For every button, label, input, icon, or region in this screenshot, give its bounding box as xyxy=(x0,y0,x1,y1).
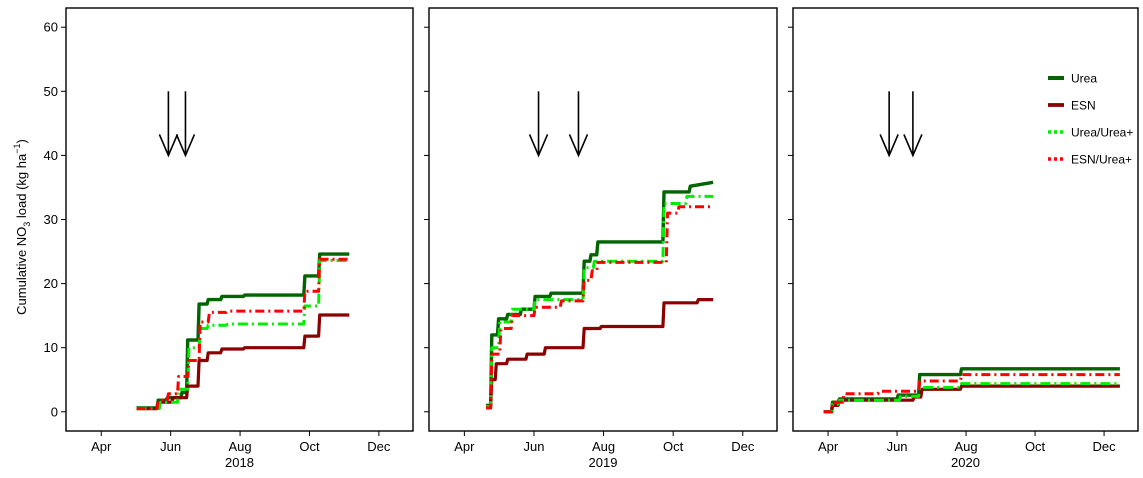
legend-entry: ESN/Urea+ xyxy=(1048,153,1132,167)
y-tick-label: 30 xyxy=(44,212,58,227)
x-tick-label: Apr xyxy=(91,439,112,454)
application-arrow xyxy=(175,91,196,158)
application-arrow xyxy=(158,91,179,158)
application-arrow xyxy=(528,91,549,158)
x-tick-label: Apr xyxy=(454,439,475,454)
y-tick-label: 60 xyxy=(44,20,58,35)
series-line-esn-urea- xyxy=(823,373,1120,414)
legend-label: Urea xyxy=(1071,72,1097,86)
series-group xyxy=(486,180,714,410)
year-label: 2018 xyxy=(225,455,254,470)
series-line-urea xyxy=(486,180,714,408)
legend-label: ESN xyxy=(1071,99,1096,113)
series-line-urea xyxy=(823,367,1120,414)
y-tick-label: 0 xyxy=(51,404,58,419)
panels: 0 10 20 30 40 50 60 Apr Jun Aug Oct Dec 2018 Apr Jun Au… xyxy=(44,7,1139,470)
series-line-urea-urea- xyxy=(486,194,714,409)
x-tick-label: Oct xyxy=(663,439,684,454)
x-tick-label: Aug xyxy=(954,439,977,454)
year-label: 2019 xyxy=(589,455,618,470)
series-line-urea-urea- xyxy=(136,259,350,411)
legend-entry: ESN xyxy=(1048,99,1096,113)
year-label: 2020 xyxy=(951,455,980,470)
series-group xyxy=(823,367,1120,414)
y-tick-label: 20 xyxy=(44,276,58,291)
x-tick-label: Jun xyxy=(887,439,908,454)
series-group xyxy=(136,252,350,411)
panel-2018: 0 10 20 30 40 50 60 Apr Jun Aug Oct Dec 2018 xyxy=(44,7,414,470)
y-tick-label: 50 xyxy=(44,84,58,99)
legend-label: ESN/Urea+ xyxy=(1071,153,1132,167)
y-axis-label: Cumulative NO3 load (kg ha−1) xyxy=(12,139,32,315)
x-tick-label: Apr xyxy=(818,439,839,454)
panel-frame xyxy=(428,7,778,432)
x-tick-label: Dec xyxy=(1093,439,1117,454)
legend-label: Urea/Urea+ xyxy=(1071,126,1133,140)
application-arrow xyxy=(568,91,589,158)
application-arrow xyxy=(903,91,923,158)
panel-2020: Apr Jun Aug Oct Dec 2020 xyxy=(788,7,1139,470)
y-tick-label: 40 xyxy=(44,148,58,163)
legend: Urea ESN Urea/Urea+ ESN/Urea+ xyxy=(1048,72,1133,167)
x-tick-label: Aug xyxy=(228,439,251,454)
x-tick-label: Aug xyxy=(592,439,615,454)
legend-entry: Urea xyxy=(1048,72,1097,86)
panel-2019: Apr Jun Aug Oct Dec 2019 xyxy=(424,7,778,470)
series-line-esn xyxy=(486,298,714,410)
x-tick-label: Oct xyxy=(1025,439,1046,454)
legend-entry: Urea/Urea+ xyxy=(1048,126,1133,140)
series-line-esn-urea- xyxy=(486,205,714,410)
x-tick-label: Dec xyxy=(367,439,391,454)
x-tick-label: Oct xyxy=(299,439,320,454)
y-tick-label: 10 xyxy=(44,340,58,355)
panel-frame xyxy=(65,7,414,432)
x-tick-label: Dec xyxy=(731,439,755,454)
x-tick-label: Jun xyxy=(160,439,181,454)
x-tick-label: Jun xyxy=(523,439,544,454)
series-line-esn-urea- xyxy=(136,257,350,411)
application-arrow xyxy=(879,91,899,158)
